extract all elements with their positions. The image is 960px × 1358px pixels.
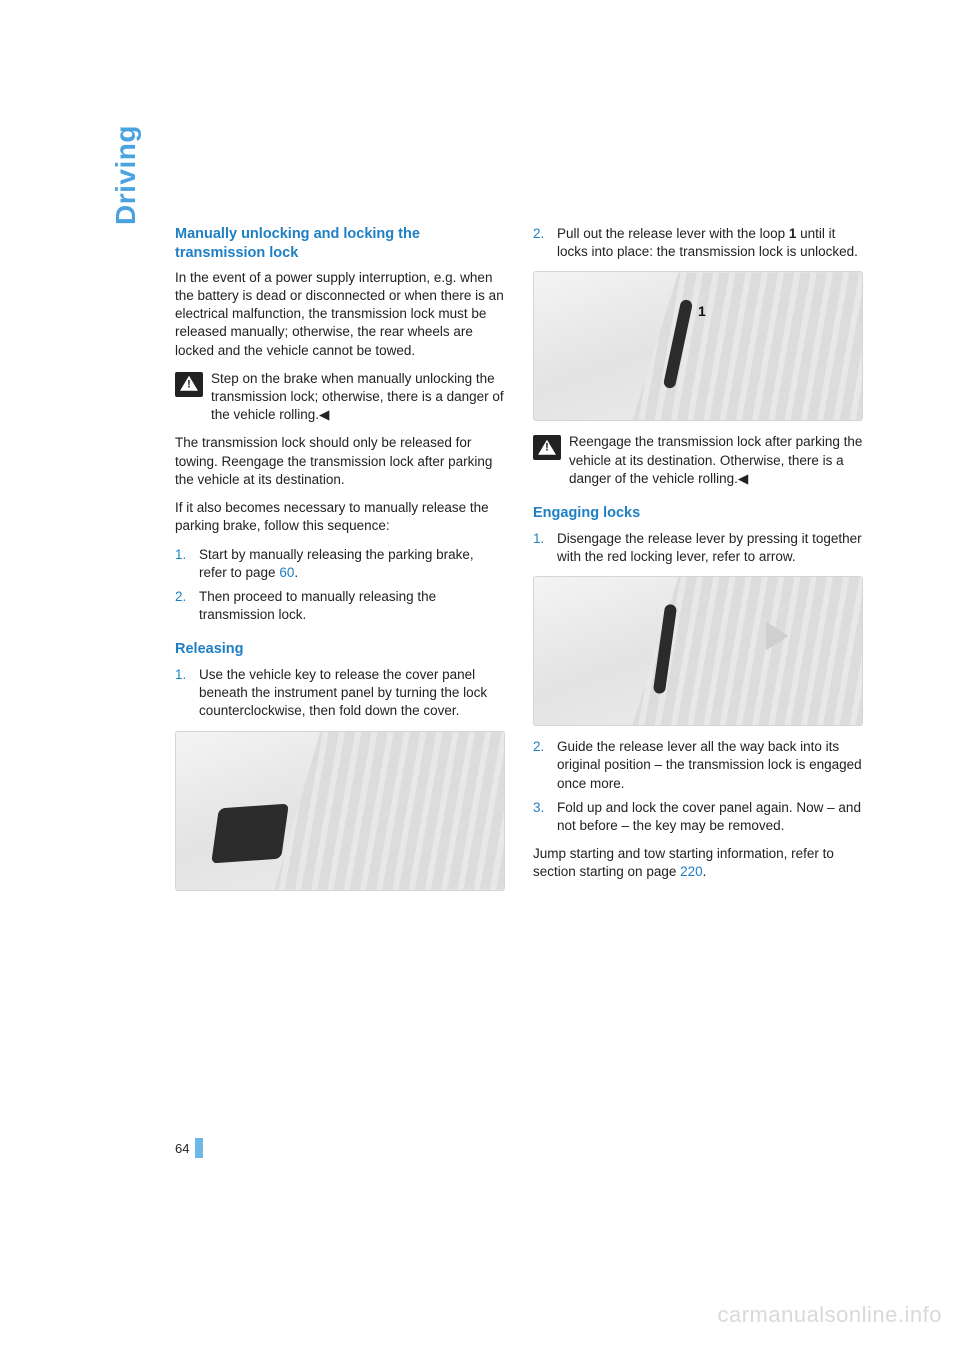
list-text: Guide the release lever all the way back…: [557, 738, 863, 793]
warning-block-reengage: Reengage the transmission lock after par…: [533, 433, 863, 488]
warning-text-brake: Step on the brake when manually unlockin…: [211, 370, 505, 425]
releasing-list: 1. Use the vehicle key to release the co…: [175, 666, 505, 721]
releasing-item-2: 2. Pull out the release lever with the l…: [533, 225, 863, 261]
warning-block-brake: Step on the brake when manually unlockin…: [175, 370, 505, 425]
sequence-item-2: 2. Then proceed to manually releasing th…: [175, 588, 505, 624]
figure-callout-1: 1: [698, 302, 706, 321]
list-number: 2.: [175, 588, 199, 624]
left-column: Manually unlocking and locking the trans…: [175, 225, 505, 903]
engaging-item-1: 1. Disengage the release lever by pressi…: [533, 530, 863, 566]
page-number-block: 64: [175, 1138, 203, 1158]
sequence-list: 1. Start by manually releasing the parki…: [175, 546, 505, 625]
page-mark-icon: [195, 1138, 203, 1158]
text-fragment: .: [703, 864, 707, 879]
figure-arrow: [718, 604, 798, 664]
watermark-text: carmanualsonline.info: [717, 1302, 942, 1328]
warning-icon: [533, 435, 561, 460]
list-number: 2.: [533, 225, 557, 261]
warning-icon: [175, 372, 203, 397]
figure-cover-panel: [175, 731, 505, 891]
list-number: 1.: [533, 530, 557, 566]
warning-text-reengage: Reengage the transmission lock after par…: [569, 433, 863, 488]
para-sequence: If it also becomes necessary to manually…: [175, 499, 505, 535]
section-tab-driving: Driving: [110, 125, 142, 225]
page-number: 64: [175, 1141, 189, 1156]
heading-manual-unlock: Manually unlocking and locking the trans…: [175, 225, 505, 263]
para-intro: In the event of a power supply interrupt…: [175, 269, 505, 360]
figure-background: [632, 272, 862, 420]
figure-release-lever: 1: [533, 271, 863, 421]
heading-releasing: Releasing: [175, 640, 505, 660]
releasing-item-1: 1. Use the vehicle key to release the co…: [175, 666, 505, 721]
para-towing: The transmission lock should only be rel…: [175, 434, 505, 489]
list-text: Then proceed to manually releasing the t…: [199, 588, 505, 624]
releasing-list-cont: 2. Pull out the release lever with the l…: [533, 225, 863, 261]
list-number: 1.: [175, 546, 199, 582]
text-fragment: .: [294, 565, 298, 580]
list-number: 1.: [175, 666, 199, 721]
list-text: Start by manually releasing the parking …: [199, 546, 505, 582]
page-ref-60[interactable]: 60: [279, 565, 294, 580]
content-columns: Manually unlocking and locking the trans…: [175, 225, 865, 903]
para-jumpstart-ref: Jump starting and tow starting informati…: [533, 845, 863, 881]
list-number: 3.: [533, 799, 557, 835]
right-column: 2. Pull out the release lever with the l…: [533, 225, 863, 903]
engaging-list-1: 1. Disengage the release lever by pressi…: [533, 530, 863, 566]
text-fragment: Start by manually releasing the parking …: [199, 547, 474, 580]
heading-engaging-locks: Engaging locks: [533, 504, 863, 524]
list-text: Pull out the release lever with the loop…: [557, 225, 863, 261]
list-text: Use the vehicle key to release the cover…: [199, 666, 505, 721]
list-text: Disengage the release lever by pressing …: [557, 530, 863, 566]
text-fragment: Pull out the release lever with the loop: [557, 226, 789, 241]
figure-engage-lever: [533, 576, 863, 726]
manual-page: Driving Manually unlocking and locking t…: [0, 0, 960, 1358]
list-number: 2.: [533, 738, 557, 793]
engaging-list-2: 2. Guide the release lever all the way b…: [533, 738, 863, 835]
list-text: Fold up and lock the cover panel again. …: [557, 799, 863, 835]
sequence-item-1: 1. Start by manually releasing the parki…: [175, 546, 505, 582]
engaging-item-3: 3. Fold up and lock the cover panel agai…: [533, 799, 863, 835]
page-ref-220[interactable]: 220: [680, 864, 703, 879]
arrow-head-icon: [766, 622, 788, 650]
figure-background: [274, 732, 504, 890]
figure-panel-shape: [211, 804, 289, 864]
engaging-item-2: 2. Guide the release lever all the way b…: [533, 738, 863, 793]
